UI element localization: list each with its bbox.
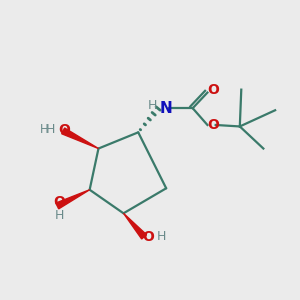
Text: O: O <box>54 195 65 209</box>
Text: H: H <box>46 123 56 136</box>
Text: H: H <box>55 209 64 222</box>
Text: H: H <box>157 230 166 243</box>
Polygon shape <box>56 190 90 209</box>
Text: O: O <box>207 83 219 97</box>
Text: O: O <box>207 118 219 132</box>
Text: H: H <box>40 123 48 136</box>
Text: H: H <box>147 99 157 112</box>
Polygon shape <box>124 213 146 239</box>
Text: O: O <box>59 123 70 137</box>
Text: N: N <box>159 101 172 116</box>
Text: O: O <box>142 230 154 244</box>
Polygon shape <box>62 128 98 148</box>
